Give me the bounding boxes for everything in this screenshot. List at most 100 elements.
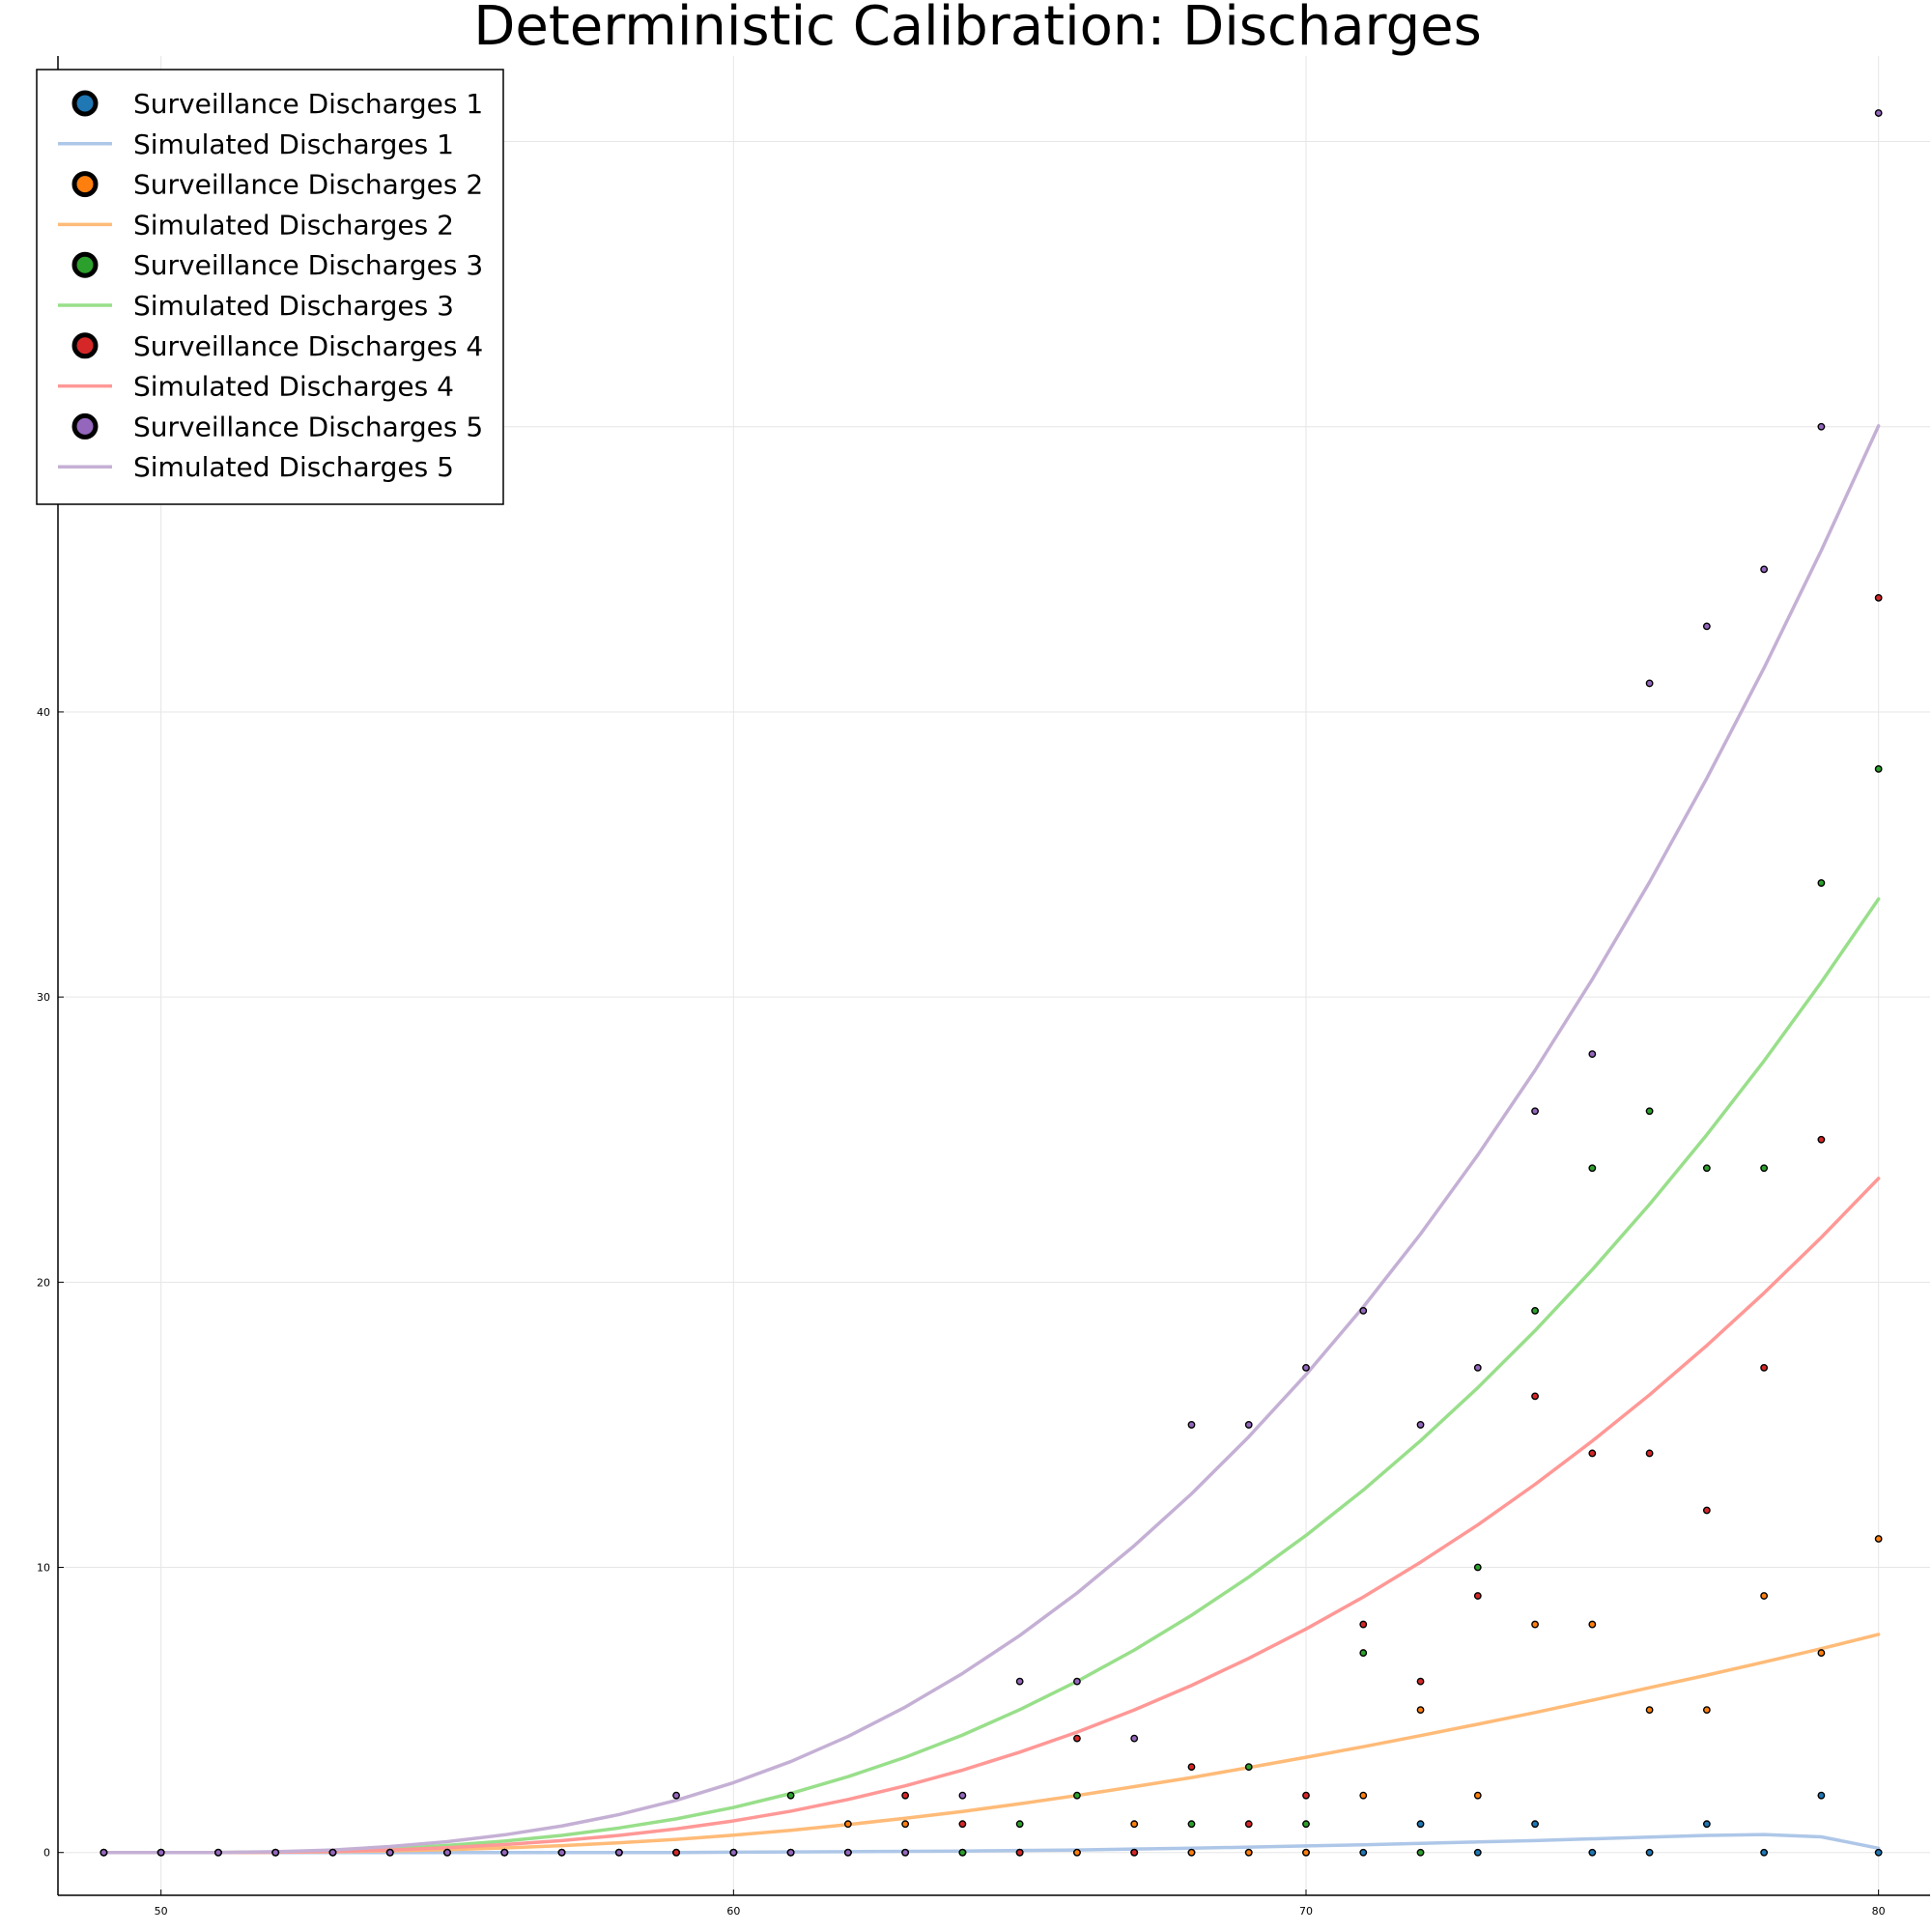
legend-label: Simulated Discharges 3 — [133, 290, 454, 322]
data-point — [1187, 1421, 1196, 1429]
data-point — [328, 1848, 337, 1857]
data-point — [1473, 1563, 1482, 1572]
data-point — [1015, 1677, 1024, 1686]
data-point — [1645, 1449, 1654, 1458]
data-point — [99, 1848, 108, 1857]
data-point — [1645, 1848, 1654, 1857]
data-point — [901, 1791, 910, 1800]
data-point — [1760, 565, 1769, 574]
data-point — [1302, 1848, 1310, 1857]
legend-label: Simulated Discharges 2 — [133, 209, 454, 241]
data-point — [1645, 1706, 1654, 1715]
legend-label: Surveillance Discharges 5 — [133, 411, 483, 442]
series-line-2 — [101, 1833, 1881, 1855]
data-point — [958, 1820, 967, 1829]
data-point — [1073, 1734, 1081, 1743]
data-point — [786, 1791, 795, 1800]
data-point — [1073, 1677, 1081, 1686]
data-point — [672, 1848, 680, 1857]
data-point — [214, 1848, 222, 1857]
legend-box — [36, 69, 504, 505]
data-point — [1874, 765, 1883, 773]
data-point — [1359, 1649, 1368, 1657]
data-point — [1874, 109, 1883, 117]
legend-marker — [71, 90, 99, 117]
legend-marker — [71, 171, 99, 198]
y-tick-label: 30 — [37, 991, 50, 1004]
x-tick-label: 60 — [726, 1905, 740, 1918]
data-point — [1473, 1848, 1482, 1857]
data-point — [1302, 1820, 1310, 1829]
series-lines — [101, 424, 1881, 1855]
data-point — [1702, 1506, 1711, 1515]
y-tick-label: 20 — [37, 1276, 50, 1289]
data-point — [1702, 622, 1711, 631]
series-line-10 — [101, 424, 1881, 1855]
data-point — [843, 1820, 852, 1829]
data-point — [1473, 1592, 1482, 1600]
data-point — [1588, 1848, 1597, 1857]
data-point — [1874, 1535, 1883, 1543]
legend-label: Simulated Discharges 5 — [133, 451, 454, 483]
data-point — [1473, 1363, 1482, 1372]
legend-label: Surveillance Discharges 1 — [133, 88, 483, 120]
data-point — [1817, 1649, 1826, 1657]
data-point — [1645, 1107, 1654, 1116]
data-point — [1359, 1791, 1368, 1800]
data-point — [1531, 1820, 1539, 1829]
data-point — [1130, 1820, 1139, 1829]
data-point — [1244, 1820, 1253, 1829]
data-point — [1588, 1620, 1597, 1629]
data-point — [1359, 1848, 1368, 1857]
data-point — [1416, 1677, 1425, 1686]
data-point — [1760, 1848, 1769, 1857]
data-point — [958, 1848, 967, 1857]
data-point — [901, 1820, 910, 1829]
data-point — [1473, 1791, 1482, 1800]
series-line-6 — [101, 896, 1881, 1855]
data-point — [1359, 1620, 1368, 1629]
series-line-8 — [101, 1177, 1881, 1855]
data-point — [1416, 1421, 1425, 1429]
data-point — [672, 1791, 680, 1800]
data-point — [614, 1848, 623, 1857]
data-point — [1073, 1791, 1081, 1800]
data-point — [156, 1848, 165, 1857]
data-point — [385, 1848, 394, 1857]
data-point — [1130, 1734, 1139, 1743]
data-point — [1702, 1706, 1711, 1715]
series-points — [99, 109, 1883, 1857]
data-point — [901, 1848, 910, 1857]
data-point — [1302, 1791, 1310, 1800]
data-point — [1588, 1164, 1597, 1173]
data-point — [1874, 593, 1883, 602]
data-point — [1187, 1763, 1196, 1772]
data-point — [1645, 679, 1654, 688]
data-point — [1588, 1050, 1597, 1059]
data-point — [1874, 1848, 1883, 1857]
data-point — [958, 1791, 967, 1800]
data-point — [1416, 1706, 1425, 1715]
chart-title: Deterministic Calibration: Discharges — [473, 0, 1482, 58]
legend-marker — [71, 251, 99, 278]
data-point — [1531, 1306, 1539, 1315]
data-point — [786, 1848, 795, 1857]
data-point — [443, 1848, 451, 1857]
data-point — [557, 1848, 566, 1857]
x-tick-label: 80 — [1872, 1905, 1886, 1918]
data-point — [1760, 1363, 1769, 1372]
legend-marker — [71, 332, 99, 359]
data-point — [1187, 1820, 1196, 1829]
data-point — [1359, 1306, 1368, 1315]
data-point — [1244, 1848, 1253, 1857]
data-point — [1702, 1820, 1711, 1829]
y-tick-label: 40 — [37, 706, 50, 719]
data-point — [1817, 879, 1826, 887]
data-point — [1302, 1363, 1310, 1372]
legend-label: Surveillance Discharges 3 — [133, 249, 483, 281]
data-point — [843, 1848, 852, 1857]
data-point — [1416, 1820, 1425, 1829]
legend-label: Simulated Discharges 1 — [133, 128, 454, 160]
data-point — [1531, 1392, 1539, 1401]
